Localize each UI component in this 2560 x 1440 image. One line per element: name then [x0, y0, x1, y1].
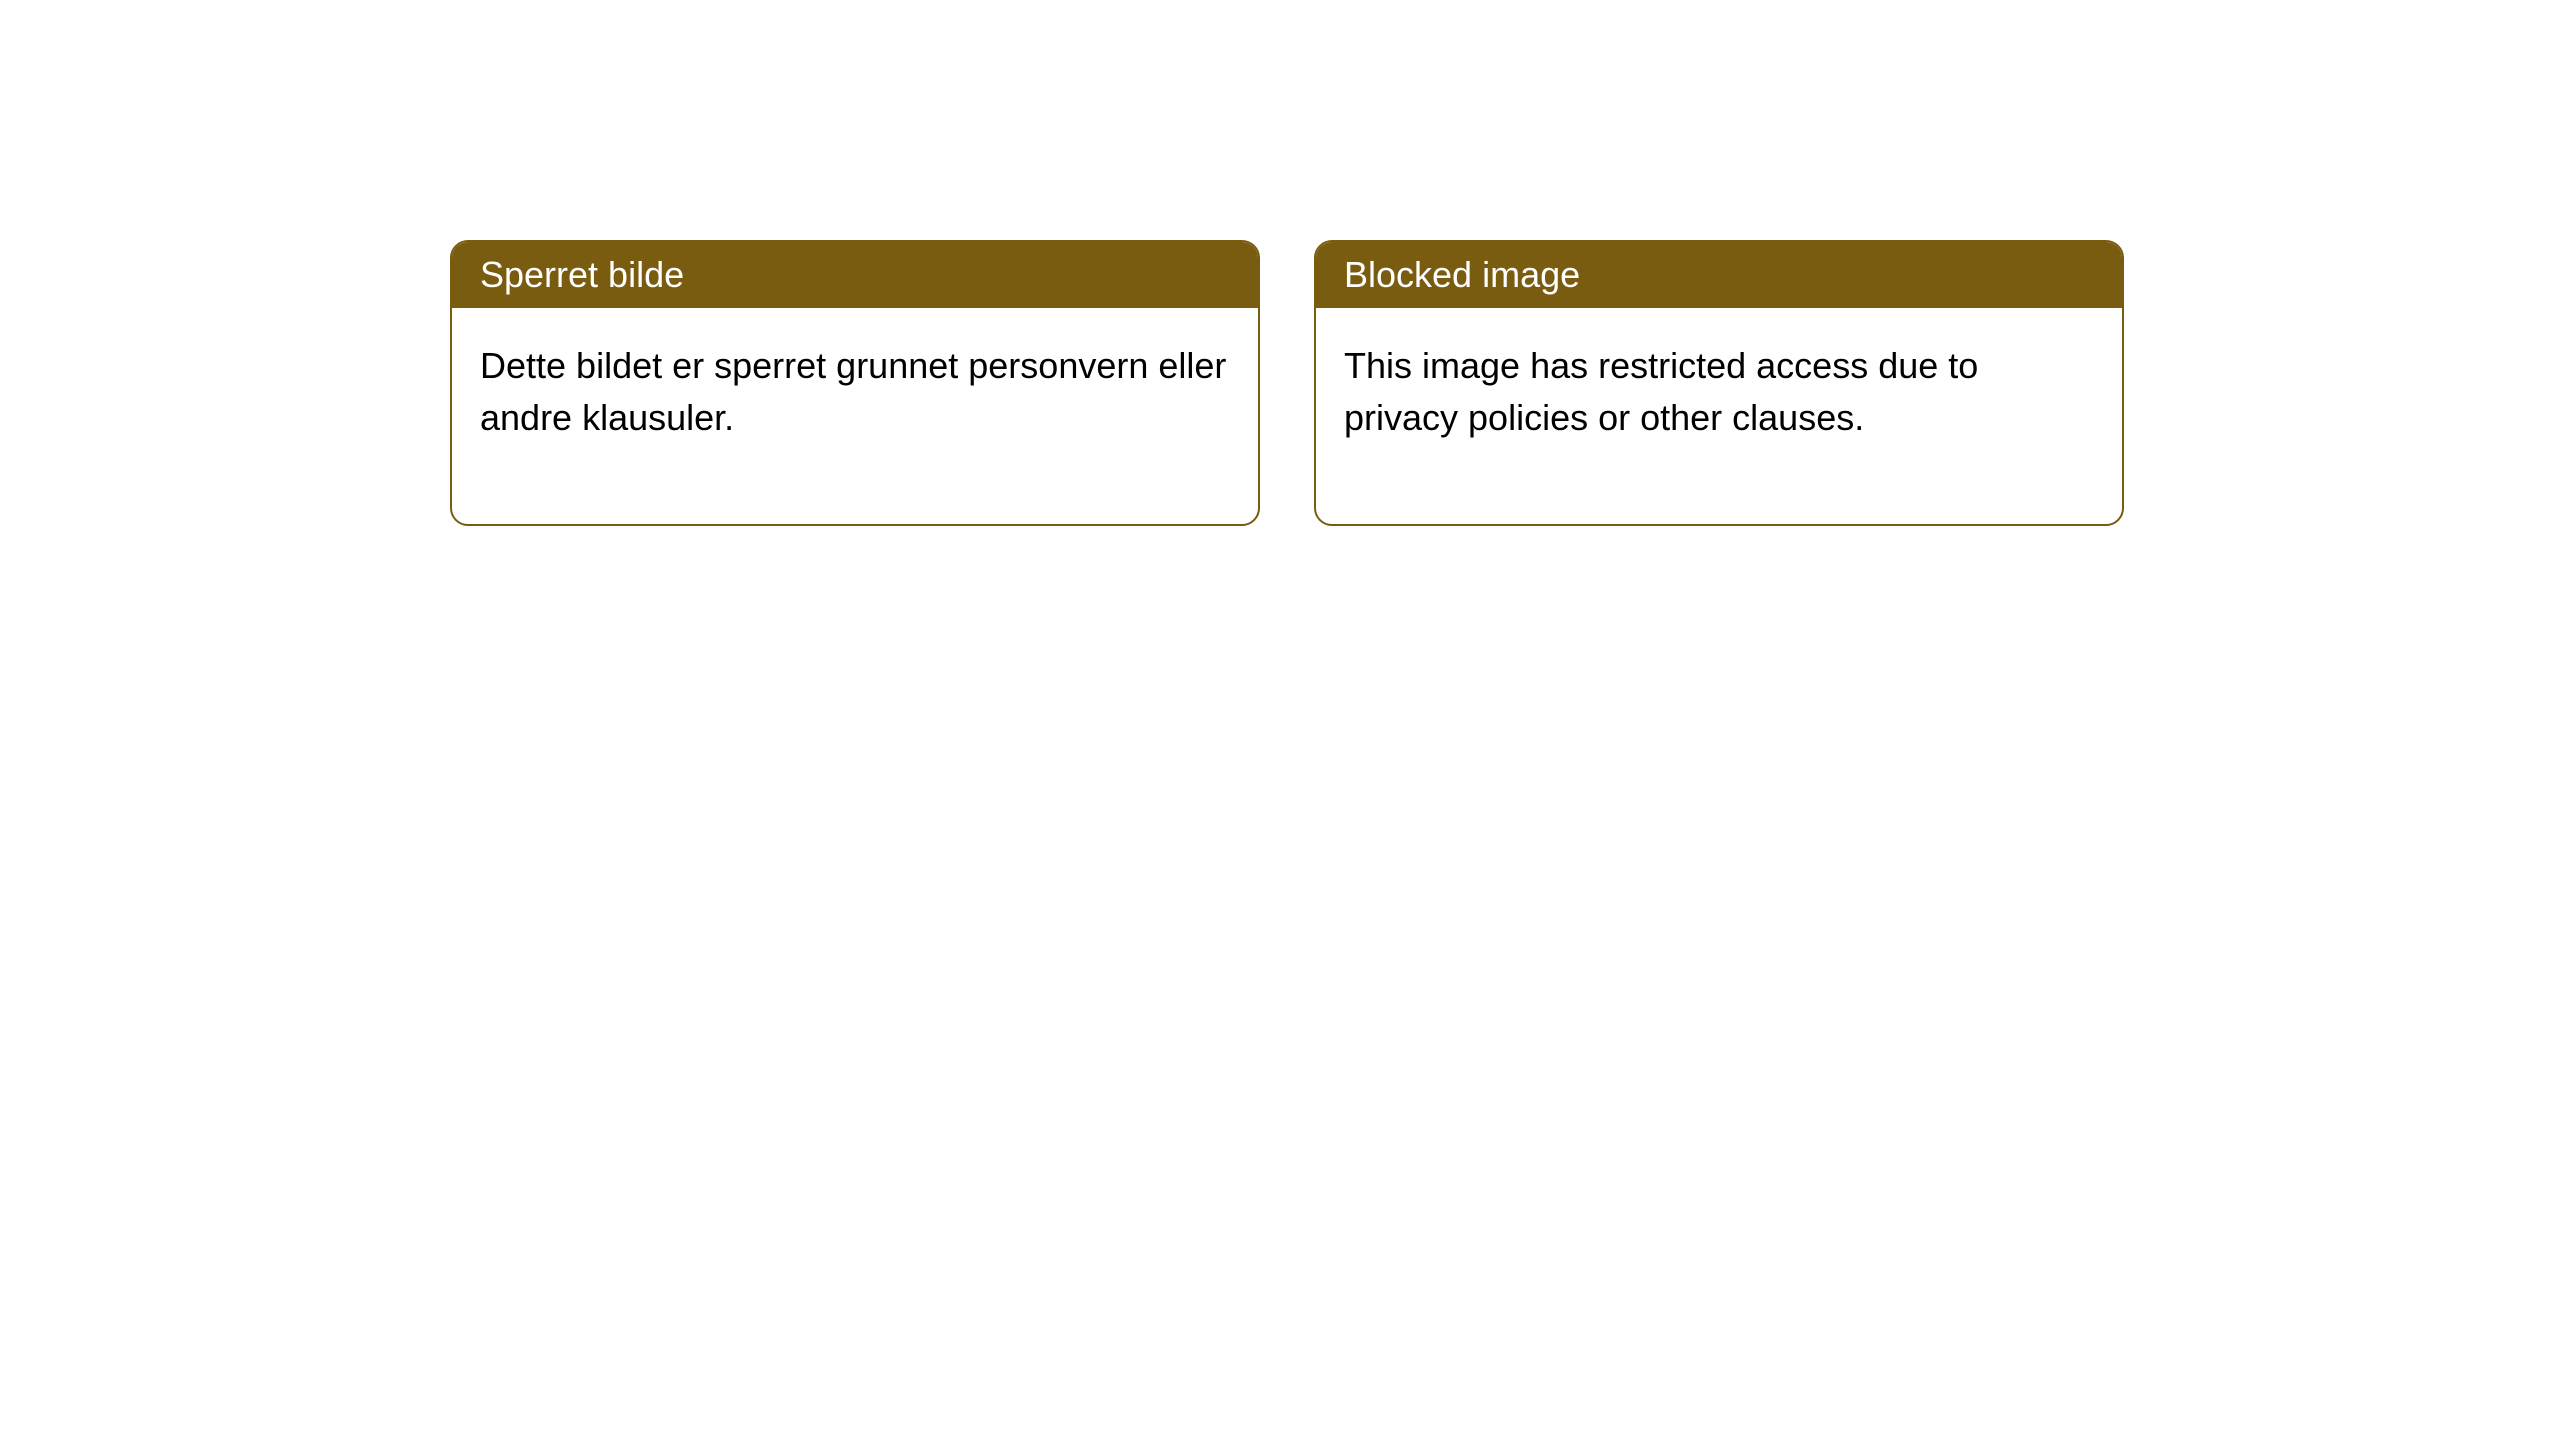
notice-body-norwegian: Dette bildet er sperret grunnet personve…	[452, 308, 1258, 524]
notice-title-english: Blocked image	[1316, 242, 2122, 308]
notice-card-english: Blocked image This image has restricted …	[1314, 240, 2124, 526]
notice-title-norwegian: Sperret bilde	[452, 242, 1258, 308]
notice-container: Sperret bilde Dette bildet er sperret gr…	[0, 0, 2560, 526]
notice-body-english: This image has restricted access due to …	[1316, 308, 2122, 524]
notice-card-norwegian: Sperret bilde Dette bildet er sperret gr…	[450, 240, 1260, 526]
